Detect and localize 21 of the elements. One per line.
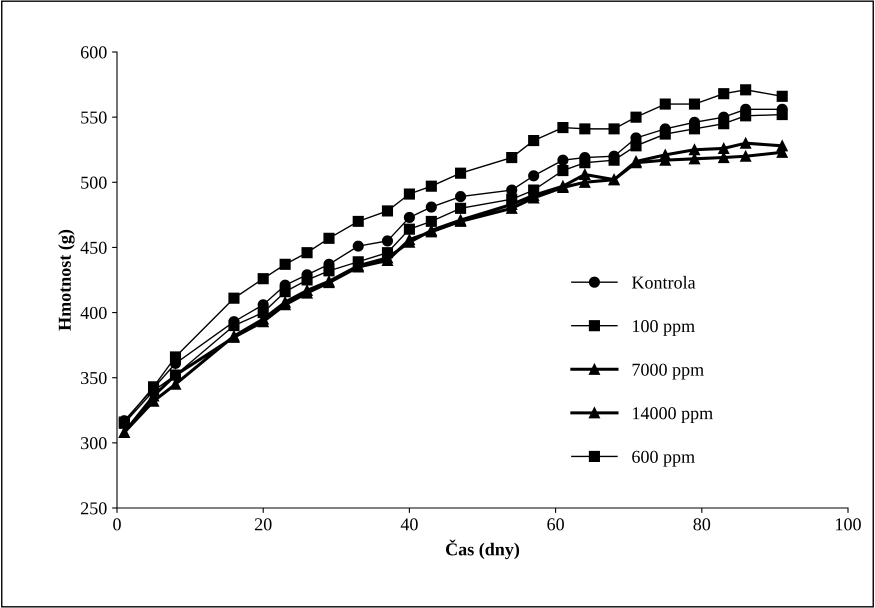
x-tick-label: 20 xyxy=(254,518,272,530)
legend-label: 7000 ppm xyxy=(632,364,704,380)
y-tick-label: 550 xyxy=(81,111,107,124)
y-tick-label: 400 xyxy=(80,306,107,320)
x-tick-label: 0 xyxy=(113,518,121,530)
legend-label: 14000 ppm xyxy=(633,407,713,424)
y-tick-label: 350 xyxy=(81,372,107,384)
y-tick-label: 300 xyxy=(81,437,107,450)
x-tick-label: 40 xyxy=(400,518,418,530)
y-tick-label: 500 xyxy=(81,176,107,189)
legend-label: 600 ppm xyxy=(632,450,695,467)
y-tick-label: 450 xyxy=(80,242,107,254)
x-tick-label: 100 xyxy=(836,518,861,530)
x-tick-label: 80 xyxy=(693,518,710,530)
y-tick-label: 250 xyxy=(80,502,107,514)
y-tick-label: 600 xyxy=(80,46,107,58)
legend-label: Kontrola xyxy=(632,276,696,289)
x-tick-label: 60 xyxy=(547,518,564,530)
x-axis-title: Čas (dny) xyxy=(446,540,520,560)
y-axis-title: Hmotnost (g) xyxy=(58,230,75,331)
legend-label: 100 ppm xyxy=(633,320,695,336)
